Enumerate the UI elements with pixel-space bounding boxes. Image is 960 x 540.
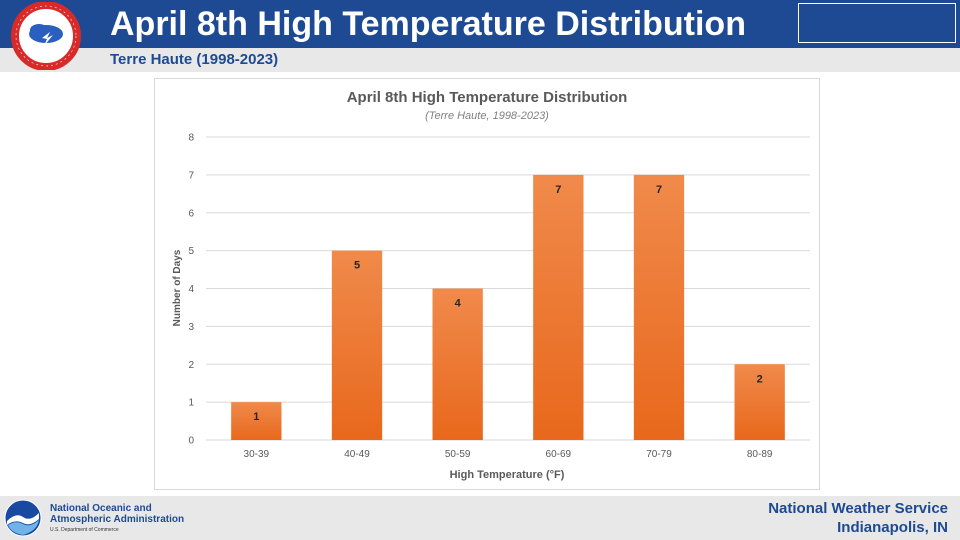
- noaa-department: U.S. Department of Commerce: [50, 527, 119, 533]
- x-tick-label: 50-59: [445, 449, 471, 460]
- bars: 1 5 4 7 7 2: [231, 174, 785, 440]
- bar-chart: April 8th High Temperature Distribution …: [172, 89, 810, 481]
- data-label: 1: [253, 411, 259, 423]
- y-tick-label: 4: [188, 284, 194, 295]
- data-label: 7: [656, 184, 662, 196]
- y-tick-label: 0: [188, 436, 194, 447]
- x-tick-label: 60-69: [546, 449, 572, 460]
- y-tick-labels: 0 1 2 3 4 5 6 7 8: [188, 133, 194, 447]
- bar-30-39: [231, 402, 282, 440]
- page-subtitle: Terre Haute (1998-2023): [110, 51, 279, 68]
- bar-70-79: [633, 174, 685, 440]
- footer-location: Indianapolis, IN: [837, 519, 948, 536]
- noaa-name: National Oceanic and Atmospheric Adminis…: [50, 503, 200, 525]
- x-tick-label: 30-39: [244, 449, 270, 460]
- x-tick-label: 70-79: [646, 449, 672, 460]
- y-tick-label: 2: [188, 360, 194, 371]
- y-tick-label: 3: [188, 322, 194, 333]
- chart-subtitle: (Terre Haute, 1998-2023): [425, 110, 549, 122]
- data-label: 5: [354, 260, 360, 272]
- noaa-bird-icon: [4, 499, 42, 537]
- y-tick-label: 6: [188, 208, 194, 219]
- header-placeholder-box: [798, 3, 956, 43]
- x-tick-labels: 30-39 40-49 50-59 60-69 70-79 80-89: [244, 449, 773, 460]
- bar-40-49: [331, 250, 383, 440]
- y-tick-label: 1: [188, 398, 194, 409]
- y-axis-label: Number of Days: [172, 249, 183, 326]
- noaa-name-line1: National Oceanic and: [50, 503, 152, 514]
- footer-org: National Weather Service: [768, 500, 948, 517]
- y-tick-label: 5: [188, 246, 194, 257]
- bar-60-69: [533, 174, 584, 440]
- y-tick-label: 7: [188, 170, 194, 181]
- x-axis-label: High Temperature (°F): [450, 469, 565, 481]
- chart-title: April 8th High Temperature Distribution: [347, 89, 628, 106]
- subheader-bar: Terre Haute (1998-2023): [0, 48, 960, 72]
- footer-bar: [0, 496, 960, 540]
- x-tick-label: 80-89: [747, 449, 773, 460]
- data-label: 7: [555, 184, 561, 196]
- page-title: April 8th High Temperature Distribution: [110, 5, 746, 43]
- data-label: 4: [455, 298, 462, 310]
- gridlines: [206, 136, 810, 441]
- noaa-name-line2: Atmospheric Administration: [50, 514, 185, 525]
- bar-50-59: [432, 288, 483, 440]
- header-bar: April 8th High Temperature Distribution: [0, 0, 960, 48]
- nws-seal-icon: [11, 2, 81, 70]
- y-tick-label: 8: [188, 133, 194, 144]
- bar-80-89: [734, 364, 785, 440]
- data-label: 2: [757, 373, 763, 385]
- x-tick-label: 40-49: [344, 449, 370, 460]
